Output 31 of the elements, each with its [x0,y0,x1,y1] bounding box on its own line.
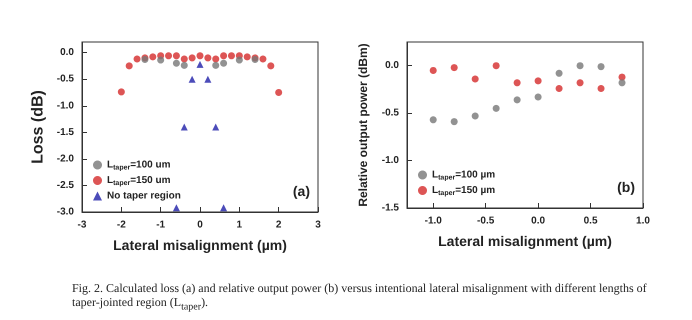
y-tick-label: -1.0 [56,100,74,112]
x-tick-label: -3 [78,220,87,230]
x-axis-title: Lateral misalignment (µm) [113,237,287,253]
x-tick-label: 2 [276,220,282,230]
x-tick-label: 1 [236,220,243,230]
y-tick-label: -0.5 [56,74,74,85]
x-tick-label: 3 [315,220,322,230]
x-tick-label: -1.0 [424,216,442,226]
y-tick-label: 0.0 [60,47,74,58]
x-tick-label: -0.5 [477,216,495,226]
x-tick-label: 0.5 [584,216,598,226]
x-tick-label: -1 [156,220,166,230]
annotation: (a) [292,183,310,199]
x-tick-label: -2 [116,220,126,230]
x-tick-label: 1.0 [636,216,650,226]
y-tick-label: 0.0 [385,60,400,72]
y-tick-label: -2.5 [56,180,74,191]
x-tick-label: 0 [197,220,204,230]
caption: Fig. 2. Calculated loss (a) and relative output power (b) versus intentional lateral misalignment with different lengths of taper-jointed region (L$_{taper}$). [72,281,648,314]
y-tick-label: -0.5 [382,108,400,119]
x-tick-label: 0.0 [531,216,546,226]
y-tick-label: -1.5 [56,126,74,138]
y-tick-label: -3.0 [56,206,74,218]
y-axis-title: Loss (dB) [29,90,46,164]
legend-label: No taper region [107,190,181,202]
y-tick-label: -1.5 [382,202,400,214]
annotation: (b) [617,179,636,195]
x-axis-title: Lateral misalignment (µm) [438,233,612,249]
y-tick-label: -2.0 [56,153,74,164]
y-tick-label: -1.0 [382,155,400,166]
y-axis-title: Relative output power (dBm) [356,43,370,207]
